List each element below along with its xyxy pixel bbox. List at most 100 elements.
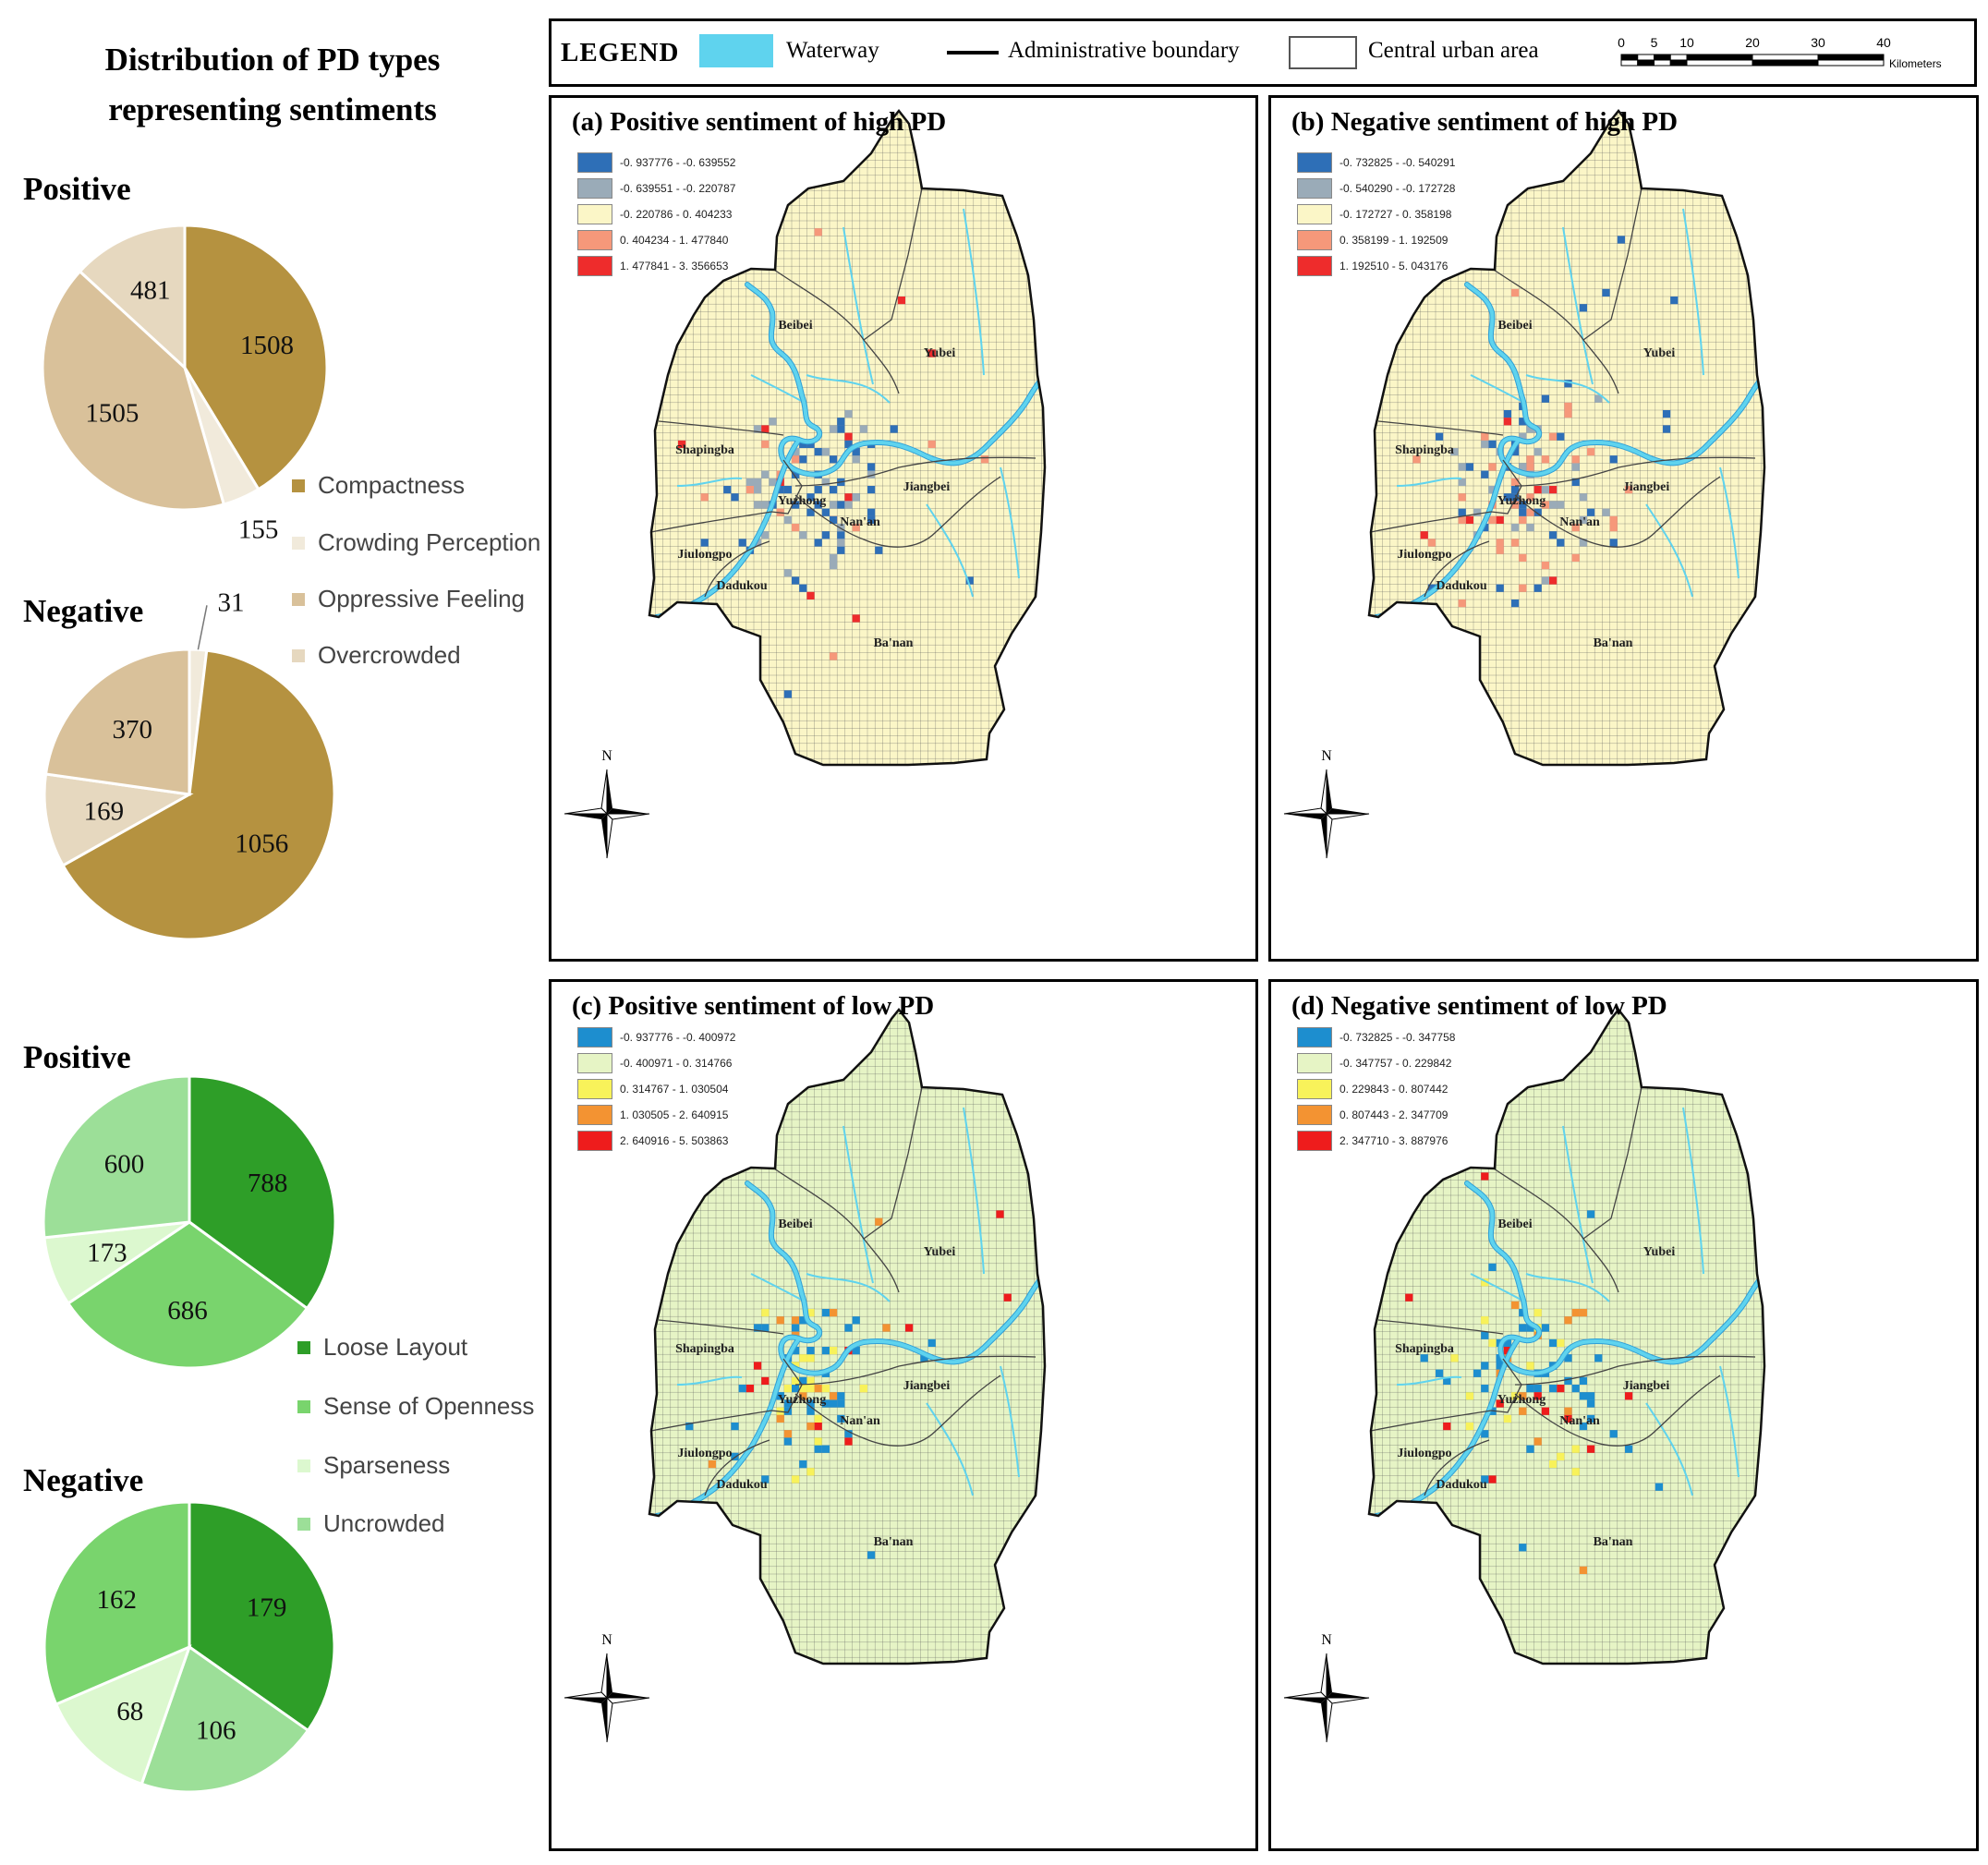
tributary <box>963 1107 985 1275</box>
tributary <box>806 374 891 404</box>
hotspot-cell <box>1003 1293 1012 1302</box>
map-canvas: Beibei Yubei Shapingba Jiangbei Yuzhong Nan'a… <box>564 108 1047 859</box>
legend-label: Loose Layout <box>323 1333 468 1361</box>
class-swatch <box>577 1079 612 1099</box>
class-label: 1. 192510 - 5. 043176 <box>1339 260 1449 272</box>
district-label: Nan'an <box>840 1414 880 1428</box>
district-label: Yubei <box>924 346 956 360</box>
pie-value-label: 686 <box>167 1296 208 1326</box>
hotspot-cell <box>1519 501 1527 509</box>
pie-value-label: 68 <box>116 1697 143 1726</box>
north-label: N <box>1321 748 1332 764</box>
class-legend: -0. 732825 - -0. 347758 -0. 347757 - 0. … <box>1297 1024 1455 1154</box>
class-row: -0. 220786 - 0. 404233 <box>577 201 735 227</box>
district-label: Dadukou <box>1436 579 1486 593</box>
hotspot-cell <box>1571 1385 1580 1393</box>
hotspot-cell <box>1503 493 1511 502</box>
hotspot-cell <box>1625 1392 1633 1400</box>
arrow-part <box>1321 1698 1327 1742</box>
district-boundary <box>770 1358 803 1413</box>
arrow-part <box>606 1696 613 1743</box>
map-legend: LEGEND Waterway Administrative boundary … <box>549 18 1977 87</box>
hotspot-cell <box>746 1385 754 1393</box>
hotspot-cell <box>799 584 807 592</box>
hotspot-cell <box>837 531 845 539</box>
district-boundary <box>773 269 900 394</box>
hotspot-cell <box>830 553 838 562</box>
hotspot-cell <box>1587 508 1595 516</box>
hotspot-cell <box>814 1423 822 1431</box>
hotspot-cell <box>792 1324 800 1332</box>
class-row: -0. 639551 - -0. 220787 <box>577 176 735 201</box>
class-row: 1. 030505 - 2. 640915 <box>577 1102 735 1128</box>
hotspot-cell <box>1519 1544 1527 1552</box>
hotspot-cell <box>731 1452 739 1460</box>
class-row: -0. 400971 - 0. 314766 <box>577 1050 735 1076</box>
pie-slice <box>183 224 329 491</box>
hotspot-cell <box>761 1376 770 1385</box>
class-swatch <box>1297 1053 1332 1073</box>
hotspot-cell <box>1564 410 1572 418</box>
hotspot-cell <box>738 1385 746 1393</box>
class-swatch <box>577 230 612 250</box>
admin-boundary <box>648 1007 1047 1665</box>
district-label: Yuzhong <box>1497 494 1546 508</box>
pie-slice <box>66 1220 309 1370</box>
hotspot-cell <box>1541 576 1549 585</box>
legend-swatch <box>292 478 305 492</box>
class-label: -0. 639551 - -0. 220787 <box>620 182 736 195</box>
hotspot-cell <box>1526 425 1534 433</box>
hotspot-cell <box>769 478 777 486</box>
class-row: -0. 347757 - 0. 229842 <box>1297 1050 1455 1076</box>
hotspot-cell <box>852 455 860 464</box>
hotspot-cell <box>1473 1369 1482 1377</box>
hotspot-cell <box>1481 470 1489 478</box>
hotspot-cell <box>875 1217 883 1226</box>
arrow-part <box>605 1697 650 1704</box>
pie-4-title: Negative <box>23 1462 144 1498</box>
hotspot-cell <box>754 425 762 433</box>
hotspot-cell <box>1496 1399 1504 1408</box>
hotspot-cell <box>852 1347 860 1355</box>
hotspot-cell <box>1663 425 1671 433</box>
class-row: -0. 540290 - -0. 172728 <box>1297 176 1455 201</box>
class-label: 0. 358199 - 1. 192509 <box>1339 234 1449 247</box>
hotspot-cell <box>981 455 989 464</box>
pie-value-label: 155 <box>238 515 279 545</box>
district-label: Jiangbei <box>1623 480 1670 494</box>
district-label: Dadukou <box>716 1478 767 1492</box>
hotspot-cell <box>1557 432 1565 441</box>
scale-segment <box>1752 59 1819 67</box>
pie-value-label: 1505 <box>85 399 139 429</box>
hotspot-cell <box>830 562 838 570</box>
hotspot-cell <box>783 1399 792 1408</box>
hotspot-cell <box>731 1423 739 1431</box>
hotspot-cell <box>1533 1309 1542 1317</box>
class-swatch <box>1297 1079 1332 1099</box>
class-row: -0. 172727 - 0. 358198 <box>1297 201 1455 227</box>
class-label: 0. 229843 - 0. 807442 <box>1339 1083 1449 1096</box>
hotspot-cell <box>1571 478 1580 486</box>
hotspot-cell <box>799 455 807 464</box>
district-boundary <box>658 420 784 436</box>
scale-segment <box>1637 59 1655 67</box>
hotspot-cell <box>837 501 845 509</box>
map-canvas: Beibei Yubei Shapingba Jiangbei Yuzhong Nan'a… <box>1283 1007 1766 1743</box>
district-boundary <box>1377 420 1504 436</box>
hotspot-cell <box>1511 1301 1520 1309</box>
class-row: 0. 314767 - 1. 030504 <box>577 1076 735 1102</box>
district-label: Jiulongpo <box>677 1447 732 1460</box>
class-row: 1. 477841 - 3. 356653 <box>577 253 735 279</box>
arrow-part <box>607 808 649 814</box>
hotspot-cell <box>1420 1354 1428 1362</box>
hotspot-cell <box>852 524 860 532</box>
hotspot-cell <box>1594 394 1603 403</box>
hotspot-cell <box>1511 486 1520 494</box>
hotspot-cell <box>844 1430 853 1438</box>
class-label: -0. 732825 - -0. 347758 <box>1339 1031 1456 1044</box>
arrow-part <box>1327 808 1369 814</box>
class-swatch <box>577 178 612 199</box>
district-label: Jiulongpo <box>1397 1447 1451 1460</box>
legend-oppressive-feeling: Oppressive Feeling <box>292 585 525 613</box>
hotspot-cell <box>1496 515 1504 524</box>
